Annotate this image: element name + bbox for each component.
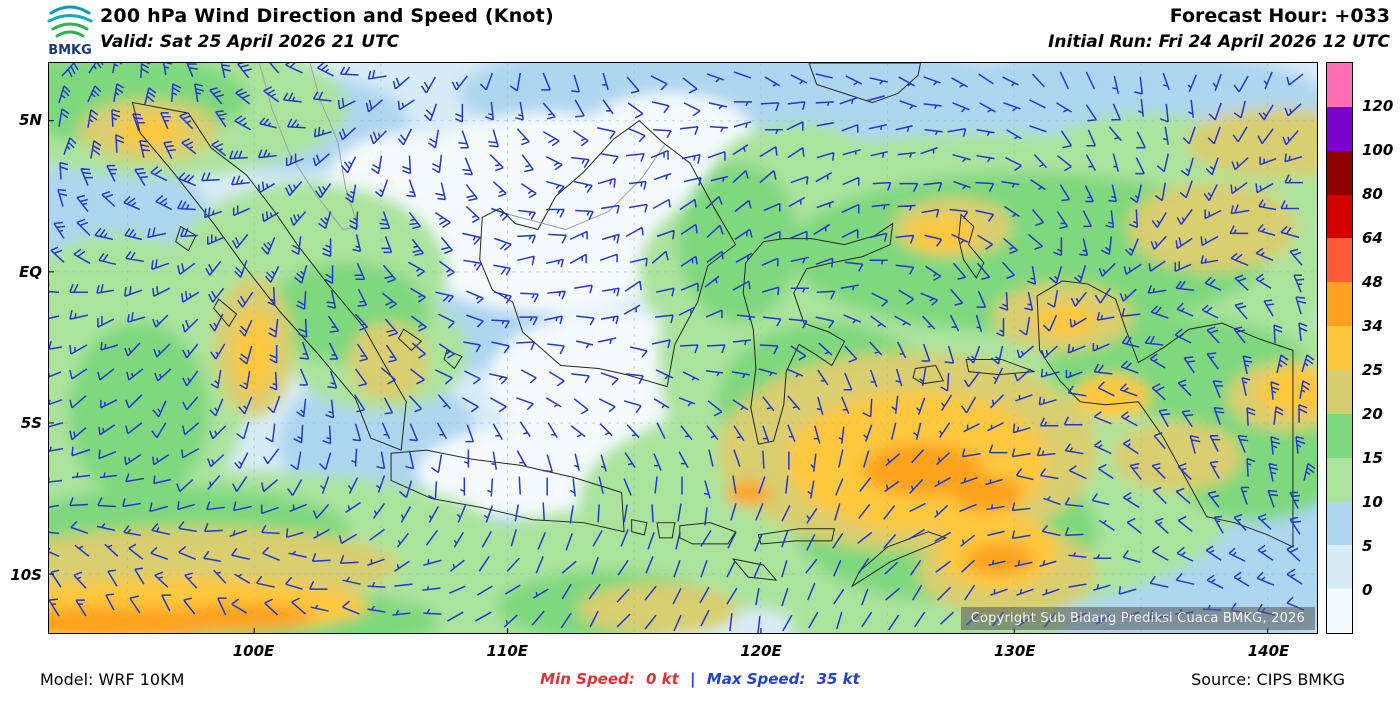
colorbar-label: 5 — [1362, 537, 1373, 555]
colorbar-segment — [1327, 238, 1352, 283]
coastlines — [131, 63, 1294, 588]
colorbar-label: 64 — [1362, 229, 1383, 247]
colorbar-segment — [1327, 545, 1352, 590]
page-title: 200 hPa Wind Direction and Speed (Knot) — [100, 5, 554, 27]
colorbar-label: 25 — [1362, 361, 1383, 379]
wind-speed-shading — [49, 63, 1317, 633]
colorbar — [1326, 62, 1353, 634]
colorbar-label: 34 — [1362, 317, 1383, 335]
colorbar-segment — [1327, 150, 1352, 195]
colorbar-label: 10 — [1362, 493, 1383, 511]
colorbar-segment — [1327, 194, 1352, 239]
model-label: Model: WRF 10KM — [40, 670, 185, 689]
min-speed-label: Min Speed: — [540, 670, 635, 688]
colorbar-segment — [1327, 589, 1352, 633]
colorbar-segment — [1327, 106, 1352, 151]
max-speed-value: 35 kt — [816, 670, 860, 688]
min-speed-value: 0 kt — [646, 670, 679, 688]
colorbar-segment — [1327, 282, 1352, 327]
colorbar-label: 48 — [1362, 273, 1383, 291]
colorbar-label: 100 — [1362, 141, 1394, 159]
colorbar-label: 15 — [1362, 449, 1383, 467]
bmkg-logo-text: BMKG — [48, 43, 92, 58]
y-axis-label: 10S — [10, 565, 42, 584]
y-axis-label: 5S — [20, 414, 42, 433]
bmkg-logo-symbol: BMKG — [47, 5, 93, 58]
bmkg-logo: BMKG — [44, 2, 96, 60]
colorbar-segment — [1327, 326, 1352, 370]
speed-separator: | — [690, 670, 696, 688]
colorbar-segment — [1327, 501, 1352, 546]
map-area: Copyright Sub Bidang Prediksi Cuaca BMKG… — [48, 62, 1318, 634]
x-axis-label: 140E — [1247, 642, 1290, 660]
map-layers — [49, 63, 1317, 633]
country-borders — [258, 63, 666, 231]
colorbar-label: 120 — [1362, 97, 1394, 115]
colorbar-segment — [1327, 457, 1352, 502]
colorbar-label: 80 — [1362, 185, 1383, 203]
colorbar-label: 0 — [1362, 581, 1373, 599]
copyright-overlay: Copyright Sub Bidang Prediksi Cuaca BMKG… — [960, 607, 1315, 630]
x-axis-label: 130E — [994, 642, 1036, 660]
max-speed-label: Max Speed: — [706, 670, 806, 688]
valid-time: Valid: Sat 25 April 2026 21 UTC — [100, 32, 400, 52]
graticule — [49, 63, 1317, 633]
x-axis-label: 120E — [740, 642, 782, 660]
initial-run: Initial Run: Fri 24 April 2026 12 UTC — [1048, 32, 1390, 52]
y-axis-label: 5N — [19, 110, 42, 129]
colorbar-segment — [1327, 63, 1352, 107]
colorbar-segment — [1327, 413, 1352, 458]
x-axis-label: 100E — [232, 642, 275, 660]
colorbar-label: 20 — [1362, 405, 1383, 423]
wind-map-canvas — [49, 63, 1317, 633]
x-axis-label: 110E — [486, 642, 529, 660]
wind-barbs-layer — [49, 63, 1316, 633]
speed-range: Min Speed: 0 kt | Max Speed: 35 kt — [537, 670, 863, 688]
colorbar-segment — [1327, 369, 1352, 414]
forecast-hour: Forecast Hour: +033 — [1169, 5, 1390, 27]
y-axis-label: EQ — [19, 262, 42, 281]
source-label: Source: CIPS BMKG — [1191, 670, 1345, 689]
